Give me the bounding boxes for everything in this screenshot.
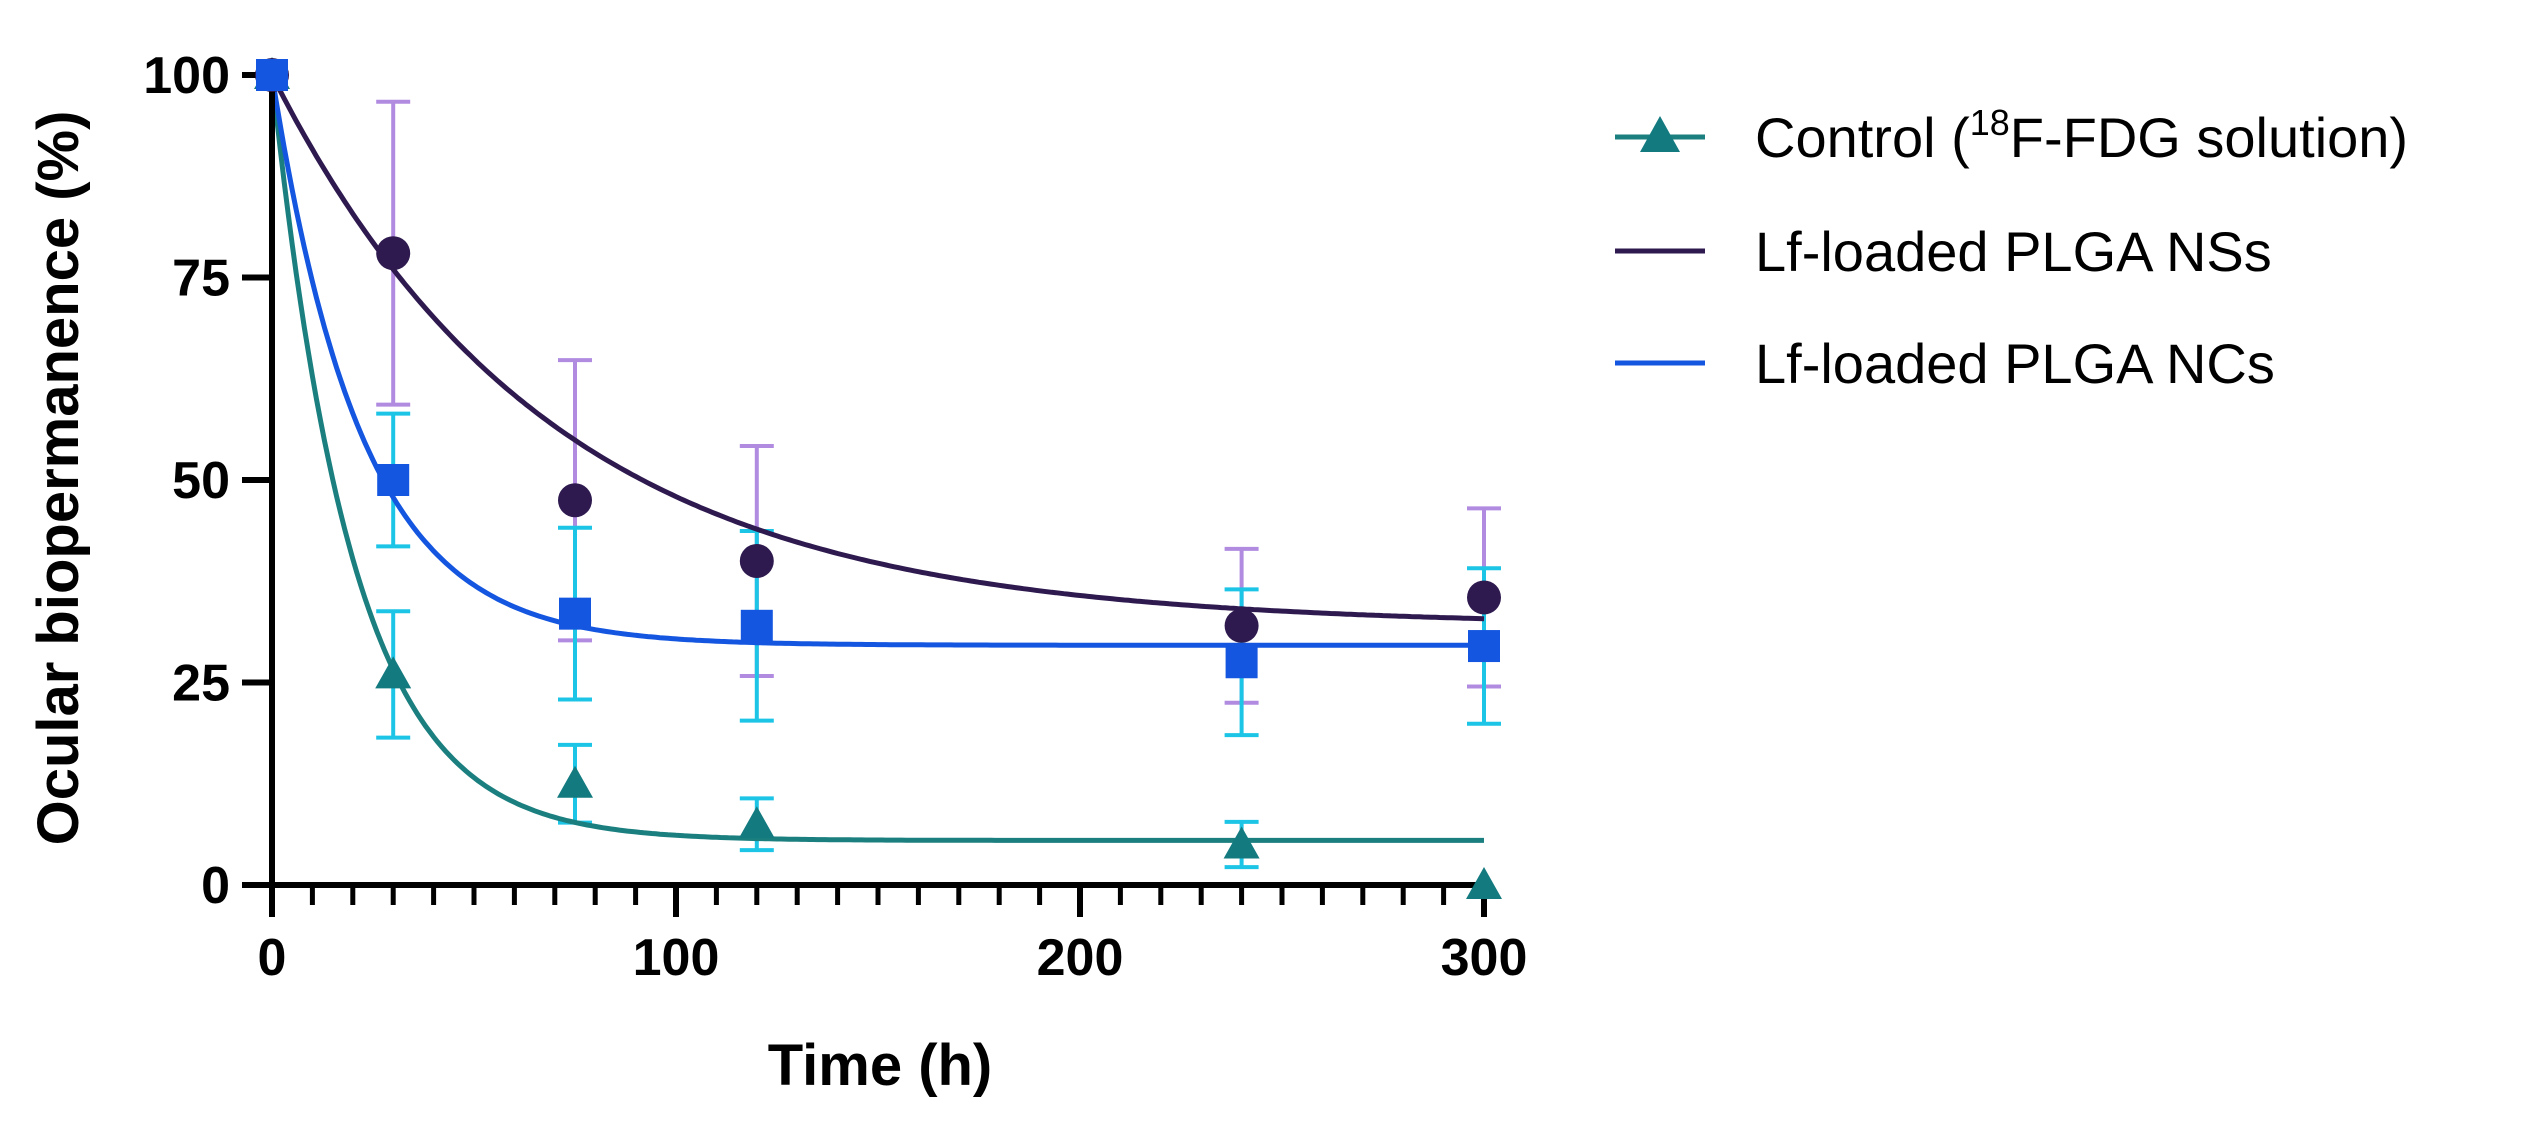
data-point-ns	[1224, 608, 1259, 643]
y-tick-label: 25	[172, 655, 230, 713]
legend-entry-ns: Lf-loaded PLGA NSs	[1615, 220, 2272, 283]
legend-entry-control: Control (18F-FDG solution)	[1615, 102, 2408, 169]
x-tick-label: 200	[1037, 929, 1124, 987]
x-tick-label: 100	[633, 929, 720, 987]
data-point-control	[557, 765, 593, 798]
data-point-ns	[558, 483, 592, 518]
y-tick-label: 100	[143, 47, 230, 105]
y-tick-label: 0	[201, 857, 230, 915]
y-tick-label: 50	[172, 452, 230, 510]
data-point-nc	[1468, 630, 1500, 663]
data-point-ns	[1467, 580, 1501, 615]
error-bars	[376, 99, 1501, 870]
fit-curves	[269, 73, 1485, 843]
data-point-nc	[559, 597, 591, 630]
fit-curve-2	[269, 74, 1484, 648]
legend: Control (18F-FDG solution) Lf-loaded PLG…	[1615, 102, 2408, 395]
data-point-control	[1466, 867, 1502, 899]
x-tick-label: 300	[1441, 929, 1528, 987]
data-point-control	[738, 806, 775, 839]
legend-label-control: Control (18F-FDG solution)	[1755, 102, 2408, 169]
data-point-ns	[376, 236, 411, 271]
legend-entry-nc: Lf-loaded PLGA NCs	[1615, 332, 2275, 395]
data-point-nc	[256, 59, 288, 91]
data-point-ns	[739, 544, 774, 578]
y-tick-label: 75	[172, 250, 230, 308]
legend-marker-control	[1640, 116, 1680, 152]
data-point-nc	[740, 609, 773, 642]
x-axis-title: Time (h)	[768, 1033, 993, 1098]
legend-label-ns: Lf-loaded PLGA NSs	[1755, 220, 2272, 283]
legend-label-nc: Lf-loaded PLGA NCs	[1755, 332, 2275, 395]
data-point-control	[1223, 826, 1260, 859]
data-point-nc	[1225, 646, 1258, 679]
y-axis-title: Ocular biopermanence (%)	[26, 111, 91, 846]
axes: 0 100 200 300 0 25 50 75 100	[143, 47, 1527, 987]
data-point-nc	[377, 464, 410, 496]
data-point-control	[375, 656, 412, 689]
fit-curve-1	[269, 73, 1485, 622]
fit-curve-0	[269, 74, 1484, 843]
data-markers	[254, 57, 1502, 899]
x-tick-label: 0	[258, 929, 287, 987]
